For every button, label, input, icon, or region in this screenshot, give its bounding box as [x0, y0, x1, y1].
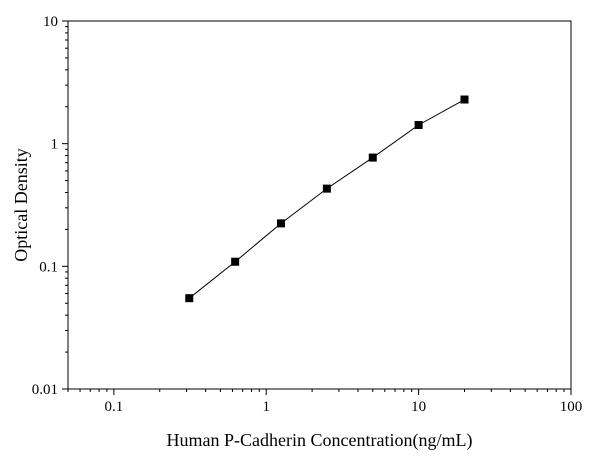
y-axis-label: Optical Density — [11, 148, 31, 261]
x-tick-label: 1 — [262, 399, 270, 415]
y-tick-label: 0.1 — [39, 259, 58, 275]
data-point — [277, 219, 286, 228]
data-point — [460, 95, 469, 104]
data-point — [231, 257, 240, 266]
ticks — [62, 20, 572, 395]
data-point — [322, 184, 331, 193]
tick-labels: 0.1 1 10 100 0.01 0.1 1 10 — [32, 14, 583, 415]
x-tick-label: 0.1 — [104, 399, 123, 415]
data-points — [185, 95, 469, 303]
x-tick-label: 100 — [560, 399, 583, 415]
x-axis-label: Human P-Cadherin Concentration(ng/mL) — [167, 430, 473, 451]
data-point — [185, 294, 194, 303]
x-tick-label: 10 — [411, 399, 426, 415]
fit-line — [188, 99, 465, 299]
plot-frame — [67, 20, 572, 390]
y-tick-label: 10 — [43, 14, 58, 30]
data-point — [414, 120, 423, 129]
y-tick-label: 1 — [51, 137, 59, 153]
y-tick-label: 0.01 — [32, 382, 58, 398]
data-point — [368, 153, 377, 162]
